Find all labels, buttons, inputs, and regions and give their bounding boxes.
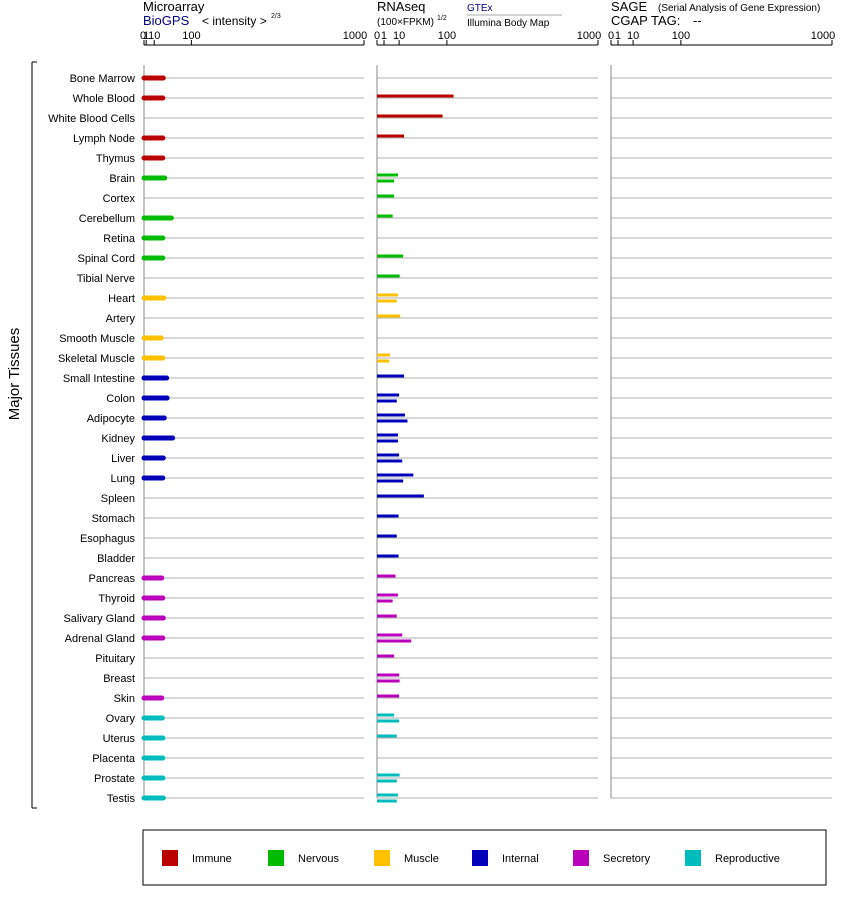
legend-swatch-immune	[162, 850, 178, 866]
tissue-label: Tibial Nerve	[77, 273, 135, 285]
tissue-label: White Blood Cells	[48, 113, 135, 125]
tissue-label: Bone Marrow	[70, 73, 135, 85]
microarray-tick-label: 1	[143, 30, 149, 42]
tissue-label: Cortex	[103, 193, 136, 205]
tissue-label: Kidney	[101, 433, 135, 445]
tissue-label: Artery	[106, 313, 136, 325]
microarray-tick-label: 100	[182, 30, 200, 42]
rnaseq-tick-label: 100	[438, 30, 456, 42]
tissue-label: Brain	[109, 173, 135, 185]
y-axis-label: Major Tissues	[6, 328, 23, 421]
tissue-label: Testis	[107, 793, 136, 805]
rnaseq-tick-label: 1000	[577, 30, 601, 42]
legend-label-internal: Internal	[502, 853, 539, 865]
microarray-scale-label: < intensity >	[202, 14, 267, 28]
rnaseq-title: RNAseq	[377, 0, 425, 14]
illumina-body-map-label: Illumina Body Map	[467, 18, 550, 29]
legend-label-muscle: Muscle	[404, 853, 439, 865]
tissue-label: Liver	[111, 453, 135, 465]
microarray-title: Microarray	[143, 0, 205, 14]
tissue-label: Lymph Node	[73, 133, 135, 145]
sage-subtitle: (Serial Analysis of Gene Expression)	[658, 3, 820, 14]
tissue-label: Colon	[106, 393, 135, 405]
tissue-label: Esophagus	[80, 533, 136, 545]
tissue-label: Placenta	[92, 753, 136, 765]
rnaseq-tick-label: 0	[374, 30, 380, 42]
rnaseq-tick-label: 1	[381, 30, 387, 42]
legend-swatch-nervous	[268, 850, 284, 866]
rnaseq-scale-label: (100×FPKM)	[377, 17, 434, 28]
rnaseq-panel: 0 1 10 100 1000	[374, 30, 601, 803]
legend-swatch-muscle	[374, 850, 390, 866]
legend-swatch-internal	[472, 850, 488, 866]
microarray-tick-label: 0	[140, 30, 146, 42]
legend-label-nervous: Nervous	[298, 853, 339, 865]
sage-panel: 0 1 10 100 1000	[608, 30, 835, 799]
tissue-label: Uterus	[103, 733, 136, 745]
tissue-label: Skin	[114, 693, 135, 705]
legend-label-reproductive: Reproductive	[715, 853, 780, 865]
tissue-label: Thyroid	[98, 593, 135, 605]
y-axis-bracket: Major Tissues	[6, 61, 37, 809]
tissue-label: Pituitary	[95, 653, 135, 665]
sage-title: SAGE	[611, 0, 647, 14]
legend-swatch-secretory	[573, 850, 589, 866]
legend-label-secretory: Secretory	[603, 853, 651, 865]
tissue-label: Ovary	[106, 713, 136, 725]
biogps-link[interactable]: BioGPS	[143, 13, 190, 28]
tissue-label: Heart	[108, 293, 135, 305]
tissue-label: Small Intestine	[63, 373, 135, 385]
sage-tick-label: 100	[672, 30, 690, 42]
rnaseq-scale-exponent: 1/2	[437, 15, 447, 22]
tissue-label: Spinal Cord	[78, 253, 135, 265]
sage-tick-label: 1000	[811, 30, 835, 42]
tissue-label: Thymus	[96, 153, 136, 165]
legend: Immune Nervous Muscle Internal Secretory Repr…	[142, 829, 827, 886]
tissue-label: Lung	[111, 473, 135, 485]
tissue-label: Prostate	[94, 773, 135, 785]
sage-header: SAGE (Serial Analysis of Gene Expression…	[611, 0, 820, 28]
gtex-link[interactable]: GTEx	[467, 3, 493, 14]
tissue-label: Cerebellum	[79, 213, 135, 225]
legend-swatch-reproductive	[685, 850, 701, 866]
sage-tick-label: 0	[608, 30, 614, 42]
tissue-label: Breast	[103, 673, 135, 685]
tissue-label: Adrenal Gland	[65, 633, 135, 645]
tissue-label: Retina	[103, 233, 136, 245]
rnaseq-header: RNAseq (100×FPKM) 1/2 GTEx Illumina Body…	[377, 0, 562, 29]
tissue-label: Whole Blood	[73, 93, 135, 105]
tissue-label: Bladder	[97, 553, 135, 565]
tissue-label: Stomach	[92, 513, 135, 525]
microarray-scale-exponent: 2/3	[271, 13, 281, 20]
tissue-label: Adipocyte	[87, 413, 135, 425]
microarray-tick-label: 1000	[343, 30, 367, 42]
cgap-tag-value: --	[693, 13, 702, 28]
tissue-label: Pancreas	[89, 573, 136, 585]
cgap-tag-label: CGAP TAG:	[611, 13, 680, 28]
microarray-tick-label: 10	[148, 30, 160, 42]
tissue-label: Salivary Gland	[63, 613, 135, 625]
tissue-labels: Bone Marrow Whole Blood White Blood Cells L…	[48, 73, 136, 805]
microarray-header: Microarray BioGPS < intensity > 2/3	[143, 0, 281, 28]
tissue-label: Spleen	[101, 493, 135, 505]
rnaseq-tick-label: 10	[393, 30, 405, 42]
tissue-label: Smooth Muscle	[59, 333, 135, 345]
tissue-label: Skeletal Muscle	[58, 353, 135, 365]
legend-label-immune: Immune	[192, 853, 232, 865]
sage-tick-label: 1	[615, 30, 621, 42]
sage-tick-label: 10	[627, 30, 639, 42]
